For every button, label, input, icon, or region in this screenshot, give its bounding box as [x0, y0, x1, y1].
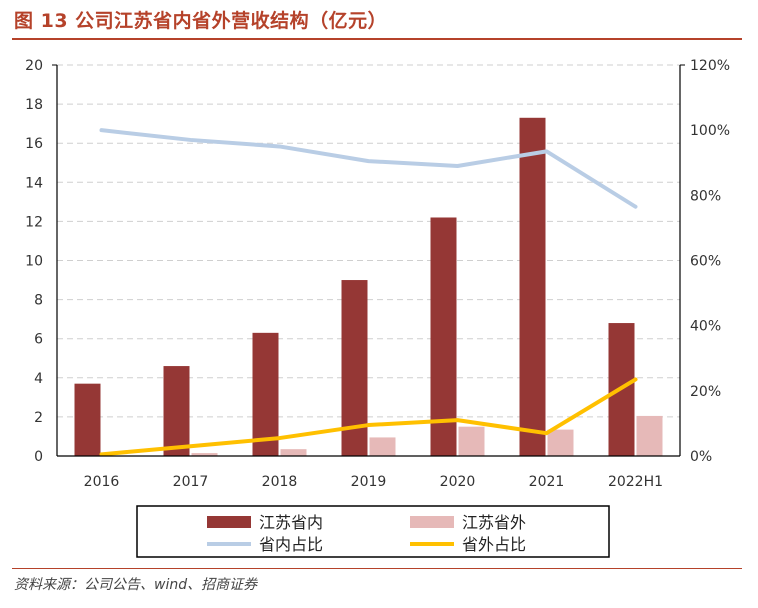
left-axis-tick-label: 2 — [34, 410, 43, 426]
gridlines — [57, 64, 680, 418]
left-axis-tick-label: 6 — [34, 332, 43, 348]
bar-out-province — [369, 437, 396, 456]
left-axis-tick-label: 8 — [34, 293, 43, 309]
legend-label: 省内占比 — [259, 535, 323, 554]
right-axis-tick-label: 100% — [690, 123, 730, 139]
bar-in-province — [163, 366, 190, 456]
bar-out-province — [191, 453, 218, 456]
x-axis-tick-label: 2020 — [440, 474, 476, 490]
x-axis-tick-label: 2019 — [351, 474, 387, 490]
bar-in-province — [252, 332, 279, 456]
right-axis-tick-label: 60% — [690, 254, 721, 270]
left-axis-tick-label: 4 — [34, 371, 43, 387]
bar-out-province — [547, 429, 574, 456]
title-divider — [12, 38, 742, 40]
left-axis-tick-label: 20 — [25, 58, 43, 74]
x-axis-tick-label: 2017 — [173, 474, 209, 490]
right-axis-tick-label: 0% — [690, 449, 712, 465]
legend-label: 江苏省外 — [462, 513, 526, 532]
legend-label: 江苏省内 — [259, 513, 323, 532]
right-axis-tick-label: 20% — [690, 384, 721, 400]
legend-label: 省外占比 — [462, 535, 526, 554]
left-axis-tick-label: 12 — [25, 214, 43, 230]
bar-out-province — [280, 449, 307, 456]
legend-box — [136, 505, 610, 558]
figure-title: 图 13 公司江苏省内省外营收结构（亿元） — [14, 10, 388, 32]
legend-swatch — [410, 516, 454, 528]
source-note: 资料来源：公司公告、wind、招商证券 — [14, 577, 258, 593]
bar-out-province — [458, 426, 485, 456]
right-axis-tick-label: 120% — [690, 58, 730, 74]
left-axis-tick-label: 0 — [34, 449, 43, 465]
left-axis-tick-label: 16 — [25, 136, 43, 152]
footer-divider — [12, 568, 742, 569]
left-axis-tick-label: 18 — [25, 97, 43, 113]
right-axis-tick-label: 40% — [690, 319, 721, 335]
x-axis-tick-label: 2018 — [262, 474, 298, 490]
bar-in-province — [519, 117, 546, 456]
line-in-province-share — [99, 128, 638, 209]
x-axis-tick-label: 2016 — [84, 474, 120, 490]
x-axis-tick-label: 2021 — [529, 474, 565, 490]
bar-in-province — [74, 383, 101, 456]
line-out-province-share — [99, 377, 638, 457]
bar-out-province — [636, 415, 663, 456]
bars — [74, 117, 663, 456]
lines — [99, 128, 638, 457]
x-axis-tick-label: 2022H1 — [608, 474, 663, 490]
legend-swatch — [207, 516, 251, 528]
bar-in-province — [430, 217, 457, 456]
left-axis-tick-label: 14 — [25, 175, 43, 191]
right-axis-tick-label: 80% — [690, 188, 721, 204]
left-axis-tick-label: 10 — [25, 254, 43, 270]
axes: 0 2 4 6 8 10 12 14 16 18 20 0% 20% 40% 60% 80% 100% 120% 2… — [25, 58, 730, 490]
